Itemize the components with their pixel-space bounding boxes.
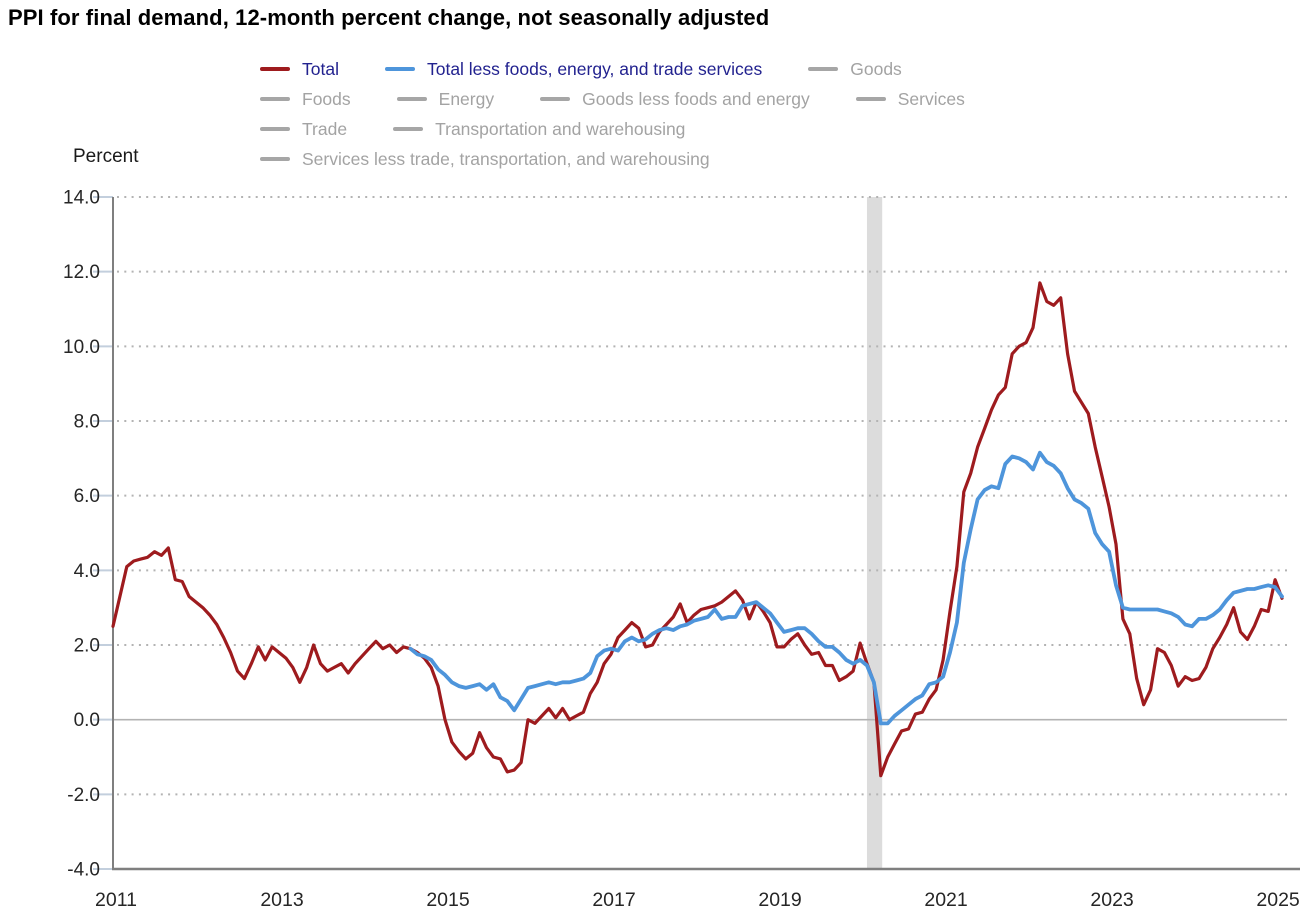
core-line bbox=[408, 450, 1284, 726]
muted-series-swatch-icon bbox=[260, 127, 290, 131]
legend-label: Total less foods, energy, and trade serv… bbox=[426, 58, 763, 79]
legend-label: Total bbox=[302, 58, 339, 79]
muted-series-swatch-icon bbox=[540, 97, 571, 101]
legend-item-services[interactable]: Services bbox=[855, 88, 965, 110]
y-tick-label: -4.0 bbox=[67, 860, 100, 881]
legend-row: Foods Energy Goods less foods and energy… bbox=[260, 84, 965, 114]
legend-label: Goods less foods and energy bbox=[582, 88, 810, 109]
legend-item-energy[interactable]: Energy bbox=[396, 88, 495, 110]
y-tick-label: 8.0 bbox=[74, 412, 100, 433]
legend-row: Trade Transportation and warehousing bbox=[260, 114, 965, 144]
y-axis-unit-label: Percent bbox=[73, 146, 139, 167]
total-line bbox=[111, 281, 1284, 778]
legend-item-trade[interactable]: Trade bbox=[260, 119, 347, 140]
legend-label: Energy bbox=[438, 88, 495, 109]
y-tick-label: -2.0 bbox=[67, 785, 100, 806]
legend-row: Total Total less foods, energy, and trad… bbox=[260, 54, 965, 84]
legend-label: Trade bbox=[302, 118, 348, 139]
legend-item-goods-less-foods-energy[interactable]: Goods less foods and energy bbox=[540, 89, 810, 110]
legend: Total Total less foods, energy, and trad… bbox=[260, 54, 965, 174]
y-tick-label: 12.0 bbox=[63, 262, 100, 283]
muted-series-swatch-icon bbox=[393, 127, 424, 131]
y-tick-label: 10.0 bbox=[63, 337, 100, 358]
y-tick-label: 4.0 bbox=[74, 561, 100, 582]
legend-row: Services less trade, transportation, and… bbox=[260, 144, 965, 174]
legend-label: Transportation and warehousing bbox=[435, 118, 686, 139]
y-tick-label: 2.0 bbox=[74, 636, 100, 657]
legend-label: Foods bbox=[302, 88, 351, 109]
legend-item-goods[interactable]: Goods bbox=[808, 59, 902, 80]
total-series-swatch-icon bbox=[260, 67, 290, 71]
legend-label: Goods bbox=[850, 58, 902, 79]
muted-series-swatch-icon bbox=[808, 67, 839, 71]
x-tick-label: 2011 bbox=[95, 889, 137, 911]
chart-title: PPI for final demand, 12-month percent c… bbox=[8, 5, 770, 30]
x-tick-label: 2017 bbox=[592, 889, 635, 911]
legend-item-services-less-trade-transport[interactable]: Services less trade, transportation, and… bbox=[260, 149, 710, 170]
muted-series-swatch-icon bbox=[260, 157, 290, 161]
x-tick-label: 2015 bbox=[426, 889, 470, 911]
legend-label: Services bbox=[897, 88, 965, 109]
legend-label: Services less trade, transportation, and… bbox=[302, 148, 710, 169]
y-tick-label: 6.0 bbox=[74, 486, 100, 507]
legend-item-foods[interactable]: Foods bbox=[260, 89, 351, 110]
x-tick-label: 2021 bbox=[924, 889, 967, 911]
legend-item-core[interactable]: Total less foods, energy, and trade serv… bbox=[384, 58, 763, 80]
muted-series-swatch-icon bbox=[260, 97, 290, 101]
muted-series-swatch-icon bbox=[396, 97, 427, 101]
y-tick-label: 14.0 bbox=[63, 188, 100, 209]
y-tick-label: 0.0 bbox=[74, 710, 100, 731]
x-tick-label: 2023 bbox=[1090, 889, 1133, 911]
core-series-swatch-icon bbox=[384, 67, 415, 71]
muted-series-swatch-icon bbox=[855, 97, 886, 101]
x-tick-label: 2025 bbox=[1256, 889, 1300, 911]
legend-item-total[interactable]: Total bbox=[260, 59, 339, 80]
x-tick-label: 2013 bbox=[260, 889, 303, 911]
legend-item-transportation-warehousing[interactable]: Transportation and warehousing bbox=[393, 119, 685, 140]
x-tick-label: 2019 bbox=[758, 889, 801, 911]
